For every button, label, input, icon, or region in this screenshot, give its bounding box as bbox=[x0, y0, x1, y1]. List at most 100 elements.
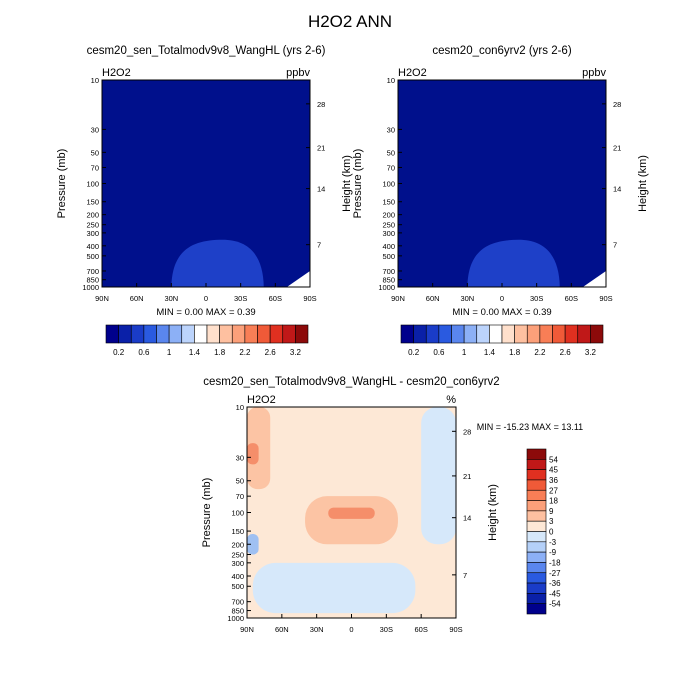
x-tick-label: 90N bbox=[391, 294, 405, 303]
colorbar-swatch bbox=[257, 324, 271, 344]
y-tick-label: 200 bbox=[382, 211, 395, 220]
colorbar-swatch bbox=[526, 448, 547, 460]
corner-label-variable: H2O2 bbox=[102, 67, 131, 79]
colorbar-label: -3 bbox=[549, 538, 557, 547]
y-tick-label: 400 bbox=[231, 572, 244, 581]
y-right-tick-label: 14 bbox=[613, 185, 621, 194]
contour-lower-troposphere-negative bbox=[252, 562, 416, 614]
colorbar-swatch bbox=[231, 324, 246, 344]
y-tick-label: 300 bbox=[86, 229, 99, 238]
panel-title: cesm20_sen_Totalmodv9v8_WangHL (yrs 2-6) bbox=[87, 45, 326, 57]
contour-NH-polar-tropopause-negative bbox=[247, 534, 259, 555]
y-tick-label: 100 bbox=[86, 180, 99, 189]
colorbar-swatch bbox=[501, 324, 515, 344]
x-tick-label: 90S bbox=[449, 625, 462, 634]
colorbar-swatch bbox=[590, 324, 604, 344]
y-right-tick-label: 21 bbox=[613, 144, 621, 153]
y-right-tick-label: 28 bbox=[613, 100, 621, 109]
y-right-axis-label: Height (km) bbox=[637, 155, 649, 212]
colorbar-swatch bbox=[206, 324, 220, 344]
colorbar-swatch bbox=[526, 489, 547, 501]
y-tick-label: 30 bbox=[91, 125, 99, 134]
colorbar-swatch bbox=[552, 324, 566, 344]
x-tick-label: 0 bbox=[204, 294, 208, 303]
colorbar-swatch bbox=[463, 324, 478, 344]
colorbar-label: 36 bbox=[549, 476, 558, 485]
colorbar-swatch bbox=[194, 324, 208, 344]
y-tick-label: 30 bbox=[236, 453, 244, 462]
y-tick-label: 1000 bbox=[227, 614, 244, 623]
y-tick-label: 1000 bbox=[82, 283, 99, 292]
y-right-tick-label: 7 bbox=[463, 571, 467, 580]
y-right-tick-label: 14 bbox=[317, 185, 325, 194]
colorbar-label: 0.2 bbox=[408, 348, 420, 357]
colorbar-swatch bbox=[451, 324, 465, 344]
contour-NH-high-latitude-stratospheric-max bbox=[247, 443, 259, 465]
min-max-stats: MIN = 0.00 MAX = 0.39 bbox=[452, 307, 551, 318]
y-tick-label: 100 bbox=[382, 180, 395, 189]
terrain-mask bbox=[582, 270, 606, 287]
colorbar-swatch bbox=[244, 324, 258, 344]
colorbar-label: -54 bbox=[549, 600, 561, 609]
y-axis-label: Pressure (mb) bbox=[56, 149, 68, 219]
x-tick-label: 30N bbox=[164, 294, 178, 303]
colorbar-swatch bbox=[526, 541, 547, 553]
colorbar-swatch bbox=[130, 324, 145, 344]
contour-NH-high-latitude-positive bbox=[247, 407, 271, 490]
colorbar-label: 18 bbox=[549, 497, 558, 506]
panel-title: cesm20_sen_Totalmodv9v8_WangHL - cesm20_… bbox=[203, 376, 499, 388]
y-tick-label: 200 bbox=[231, 540, 244, 549]
x-tick-label: 0 bbox=[349, 625, 353, 634]
y-tick-label: 30 bbox=[387, 125, 395, 134]
colorbar-swatch bbox=[476, 324, 490, 344]
colorbar-swatch bbox=[181, 324, 195, 344]
colorbar-label: 0.2 bbox=[113, 348, 125, 357]
colorbar-label: -18 bbox=[549, 558, 561, 567]
colorbar-swatch bbox=[577, 324, 591, 344]
colorbar-swatch bbox=[219, 324, 233, 344]
colorbar-swatch bbox=[526, 459, 547, 470]
corner-label-units: % bbox=[446, 394, 456, 406]
colorbar-swatch bbox=[489, 324, 503, 344]
y-right-tick-label: 21 bbox=[317, 144, 325, 153]
x-tick-label: 60S bbox=[414, 625, 427, 634]
colorbar-swatch bbox=[526, 324, 541, 344]
y-tick-label: 100 bbox=[231, 509, 244, 518]
contour-upper-positive-arch bbox=[305, 496, 398, 545]
contour-SH-high-latitude-negative bbox=[421, 407, 456, 545]
x-tick-label: 90N bbox=[240, 625, 254, 634]
x-tick-label: 90N bbox=[95, 294, 109, 303]
y-tick-label: 70 bbox=[236, 492, 244, 501]
colorbar-swatch bbox=[168, 324, 183, 344]
x-tick-label: 60N bbox=[426, 294, 440, 303]
colorbar-swatch bbox=[539, 324, 553, 344]
colorbar-swatch bbox=[413, 324, 427, 344]
y-tick-label: 150 bbox=[86, 198, 99, 207]
colorbar-swatch bbox=[526, 510, 547, 522]
corner-label-units: ppbv bbox=[286, 67, 310, 79]
contour-lower-troposphere-maximum bbox=[171, 239, 264, 287]
y-tick-label: 250 bbox=[86, 221, 99, 230]
y-tick-label: 150 bbox=[231, 527, 244, 536]
heatmap-field bbox=[247, 407, 456, 618]
colorbar-label: -27 bbox=[549, 569, 561, 578]
y-tick-label: 500 bbox=[382, 252, 395, 261]
y-tick-label: 150 bbox=[382, 198, 395, 207]
x-tick-label: 60N bbox=[275, 625, 289, 634]
colorbar-swatch bbox=[526, 479, 547, 491]
x-tick-label: 30S bbox=[530, 294, 543, 303]
y-tick-label: 50 bbox=[236, 477, 244, 486]
y-right-tick-label: 7 bbox=[317, 241, 321, 250]
colorbar-label: -36 bbox=[549, 579, 561, 588]
colorbar-swatch bbox=[526, 551, 547, 563]
x-tick-label: 60S bbox=[565, 294, 578, 303]
y-right-tick-label: 28 bbox=[463, 427, 471, 436]
colorbar-swatch bbox=[526, 531, 547, 543]
colorbar-label: 9 bbox=[549, 507, 554, 516]
colorbar-label: 3.2 bbox=[585, 348, 597, 357]
y-tick-label: 250 bbox=[382, 221, 395, 230]
y-tick-label: 10 bbox=[387, 76, 395, 85]
colorbar-label: 2.2 bbox=[534, 348, 546, 357]
y-right-axis-label: Height (km) bbox=[341, 155, 353, 212]
colorbar-swatch bbox=[295, 324, 309, 344]
